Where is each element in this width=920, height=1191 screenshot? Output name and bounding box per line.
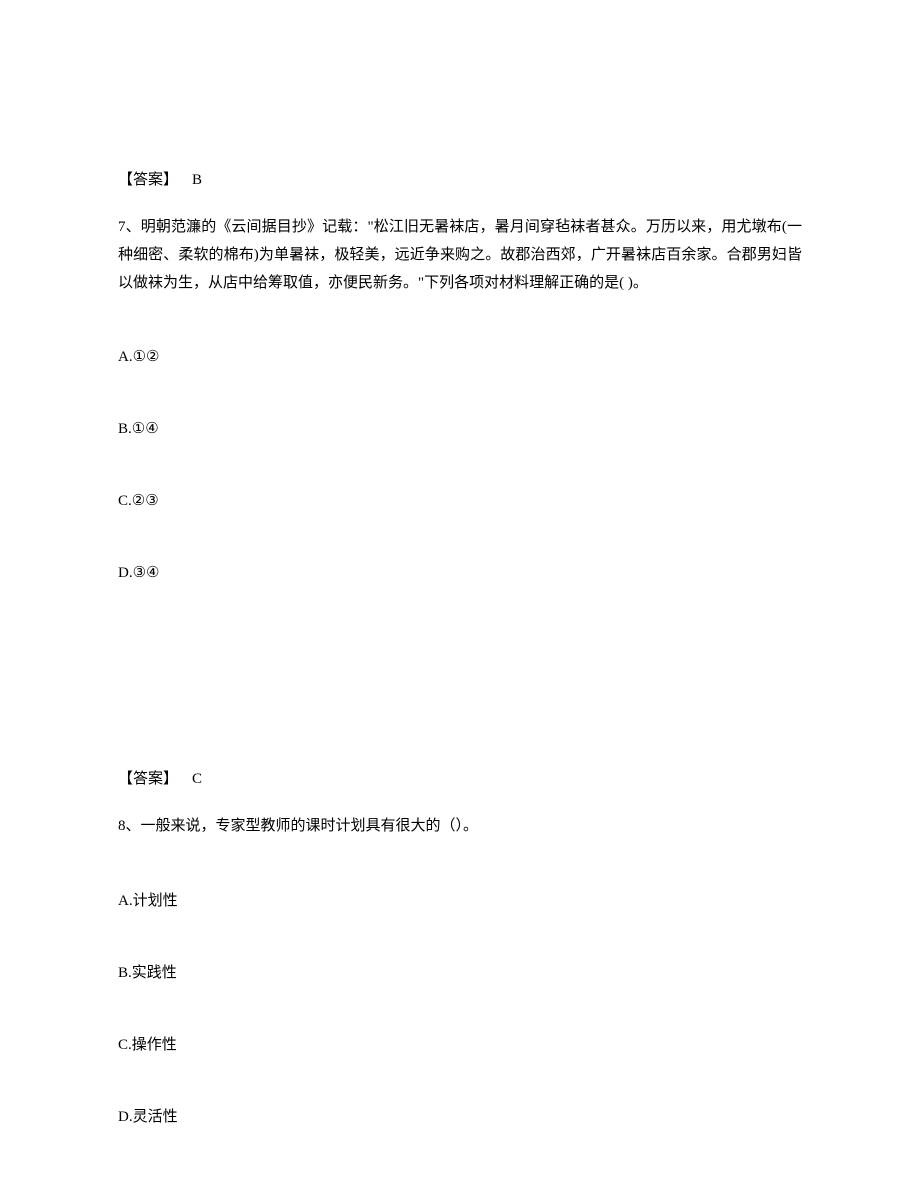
question-7-stem: 7、明朝范濂的《云间据目抄》记载："松江旧无暑袜店，暑月间穿毡袜者甚众。万历以来…: [118, 214, 802, 297]
question-7-option-a: A.①②: [118, 345, 802, 369]
question-7: 7、明朝范濂的《云间据目抄》记载："松江旧无暑袜店，暑月间穿毡袜者甚众。万历以来…: [118, 214, 802, 585]
page-content: 【答案】 B 7、明朝范濂的《云间据目抄》记载："松江旧无暑袜店，暑月间穿毡袜者甚…: [0, 0, 920, 1129]
answer-label: 【答案】: [118, 771, 178, 787]
question-7-option-c: C.②③: [118, 489, 802, 513]
question-8-option-c: C.操作性: [118, 1033, 802, 1057]
question-8-stem: 8、一般来说，专家型教师的课时计划具有很大的（）。: [118, 813, 802, 841]
answer-letter: B: [192, 172, 203, 188]
question-8-option-b: B.实践性: [118, 961, 802, 985]
question-8-option-a: A.计划性: [118, 889, 802, 913]
answer-7: 【答案】 C: [118, 767, 802, 791]
question-7-option-b: B.①④: [118, 417, 802, 441]
question-8-option-d: D.灵活性: [118, 1105, 802, 1129]
answer-letter: C: [192, 771, 203, 787]
answer-6: 【答案】 B: [118, 168, 802, 192]
question-8: 8、一般来说，专家型教师的课时计划具有很大的（）。 A.计划性 B.实践性 C.…: [118, 813, 802, 1129]
answer-label: 【答案】: [118, 172, 178, 188]
question-7-option-d: D.③④: [118, 561, 802, 585]
